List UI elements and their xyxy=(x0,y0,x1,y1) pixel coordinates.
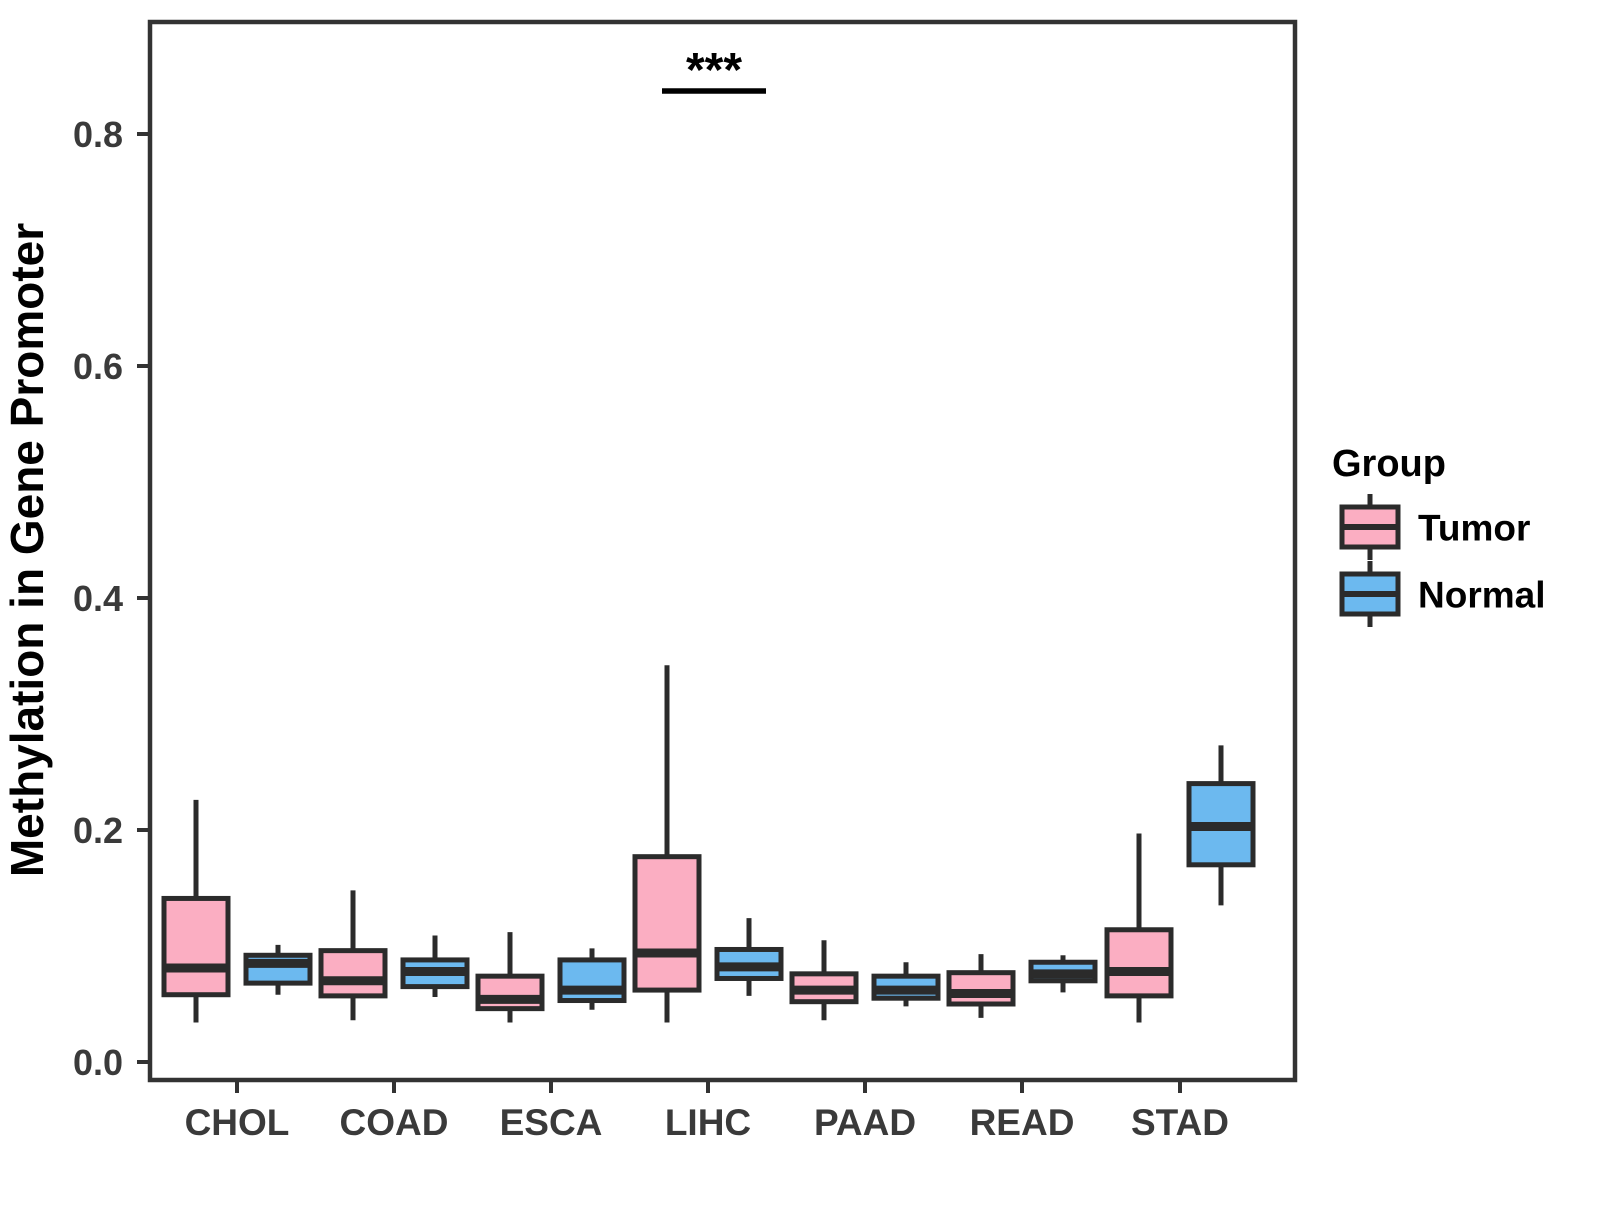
boxplot-CHOL-tumor xyxy=(161,799,231,1023)
boxplot-PAAD-tumor xyxy=(789,940,859,1021)
legend-title: Group xyxy=(1332,443,1446,485)
x-category-label-READ: READ xyxy=(970,1102,1075,1143)
y-tick-label: 0.6 xyxy=(73,346,123,387)
plot-panel-border xyxy=(147,19,1298,1083)
iqr-box xyxy=(161,895,231,998)
boxplot-PAAD-normal xyxy=(871,962,941,1007)
boxplot-READ-tumor xyxy=(946,954,1016,1018)
boxplot-READ-normal xyxy=(1028,955,1098,993)
legend: Group Tumor Normal xyxy=(1332,443,1545,627)
boxplot-COAD-tumor xyxy=(318,890,388,1021)
boxplot-ESCA-normal xyxy=(557,948,627,1010)
boxplot-STAD-tumor xyxy=(1104,833,1174,1023)
boxplot-STAD-normal xyxy=(1186,745,1256,906)
boxplot-CHOL-normal xyxy=(243,944,313,995)
iqr-box xyxy=(318,948,388,999)
y-tick-label: 0.0 xyxy=(73,1042,123,1083)
significance-annotation: *** xyxy=(662,44,766,97)
boxplot-COAD-normal xyxy=(400,935,470,998)
x-category-label-LIHC: LIHC xyxy=(665,1102,751,1143)
y-tick-label: 0.4 xyxy=(73,578,123,619)
boxplot-series xyxy=(161,665,1256,1023)
y-axis-title: Methylation in Gene Promoter xyxy=(1,223,53,877)
y-tick-label: 0.2 xyxy=(73,810,123,851)
boxplot-LIHC-tumor xyxy=(632,665,702,1023)
iqr-box xyxy=(946,970,1016,1007)
significance-stars: *** xyxy=(686,44,742,97)
legend-key-tumor: Tumor xyxy=(1339,494,1530,560)
x-category-label-CHOL: CHOL xyxy=(185,1102,290,1143)
x-category-label-COAD: COAD xyxy=(340,1102,449,1143)
legend-label-tumor: Tumor xyxy=(1418,507,1530,548)
iqr-box xyxy=(1104,927,1174,999)
legend-keys: Tumor Normal xyxy=(1339,494,1545,627)
x-category-label-PAAD: PAAD xyxy=(814,1102,916,1143)
x-category-label-STAD: STAD xyxy=(1131,1102,1229,1143)
x-axis-ticks: CHOL COAD ESCA LIHC PAAD READ STAD xyxy=(185,1080,1229,1143)
iqr-box xyxy=(632,854,702,993)
boxplot-LIHC-normal xyxy=(714,918,784,996)
boxplot-ESCA-tumor xyxy=(475,932,545,1023)
legend-key-normal: Normal xyxy=(1339,561,1545,627)
y-axis-ticks: 0.0 0.2 0.4 0.6 0.8 xyxy=(73,114,150,1083)
legend-label-normal: Normal xyxy=(1418,574,1545,615)
y-tick-label: 0.8 xyxy=(73,114,123,155)
x-category-label-ESCA: ESCA xyxy=(500,1102,603,1143)
